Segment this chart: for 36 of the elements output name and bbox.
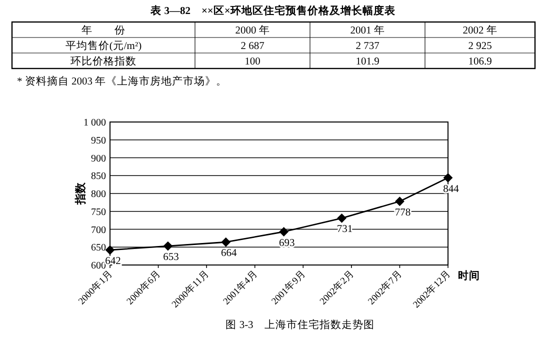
data-label: 664: [221, 248, 238, 260]
y-tick-label: 600: [91, 260, 106, 272]
y-tick-label: 700: [91, 224, 106, 236]
text: * 资料摘自 2003 年《上海市房地产市场》。: [17, 74, 228, 88]
text: 2 737: [356, 41, 380, 52]
point: [279, 227, 288, 236]
text: 2 925: [468, 41, 492, 52]
point: [444, 173, 452, 182]
y-tick-label: 950: [91, 135, 106, 146]
category-label: 2000 年: [235, 24, 270, 36]
y-tick-label: 800: [91, 189, 106, 200]
y-tick-label: 900: [91, 153, 106, 164]
text: 106.9: [468, 56, 492, 68]
y-tick-label: 750: [91, 206, 106, 218]
text: 101.9: [356, 56, 380, 68]
y-axis-title: 指数: [74, 182, 87, 206]
point: [337, 214, 346, 223]
category-label: 2001 年: [350, 24, 385, 36]
category-label: 环比价格指数: [70, 56, 136, 68]
text: 图 3-3 上海市住宅指数走势图: [226, 318, 374, 331]
point: [221, 238, 230, 247]
data-label: 653: [163, 252, 179, 264]
data-label: 693: [278, 238, 295, 249]
category-label: 2002 年: [462, 24, 498, 36]
y-tick-label: 1 000: [84, 118, 106, 128]
text: 年 份: [82, 24, 126, 36]
point: [163, 242, 172, 251]
text: 2 687: [240, 41, 264, 52]
point: [395, 196, 404, 206]
text: 表 3—82 ××区×环地区住宅预售价格及增长幅度表: [150, 4, 396, 17]
text: 100: [244, 56, 260, 68]
category-label: 平均售价(元/m²): [65, 41, 142, 52]
x-axis-title: 时间: [458, 269, 480, 282]
y-tick-label: 650: [91, 242, 106, 254]
y-tick-label: 850: [91, 171, 106, 182]
point: [106, 245, 114, 254]
